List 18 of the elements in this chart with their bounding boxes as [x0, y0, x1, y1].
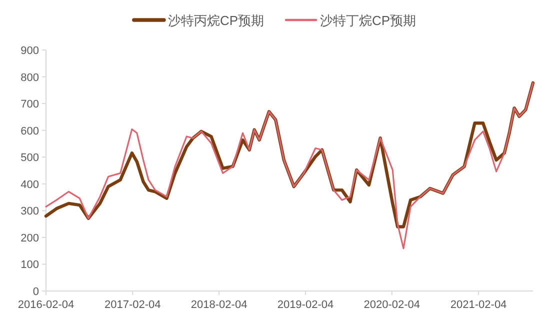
y-tick-label: 900: [20, 45, 39, 57]
y-tick-label: 500: [20, 152, 39, 164]
y-tick-label: 100: [20, 259, 39, 272]
x-tick-label: 2016-02-04: [18, 299, 74, 311]
y-tick-label: 800: [20, 72, 39, 84]
y-tick-label: 400: [20, 178, 39, 191]
y-tick-label: 600: [20, 125, 39, 138]
y-tick-label: 0: [32, 286, 39, 298]
x-tick-label: 2019-02-04: [277, 299, 334, 311]
y-tick-label: 700: [20, 98, 39, 111]
legend-label: 沙特丙烷CP预期: [168, 13, 264, 28]
x-tick-label: 2020-02-04: [364, 299, 420, 311]
x-tick-label: 2017-02-04: [104, 299, 161, 311]
y-tick-label: 300: [20, 206, 39, 218]
legend-label: 沙特丁烷CP预期: [320, 13, 416, 28]
y-tick-label: 200: [20, 232, 39, 244]
x-tick-label: 2021-02-04: [450, 299, 507, 311]
x-tick-label: 2018-02-04: [190, 299, 248, 311]
